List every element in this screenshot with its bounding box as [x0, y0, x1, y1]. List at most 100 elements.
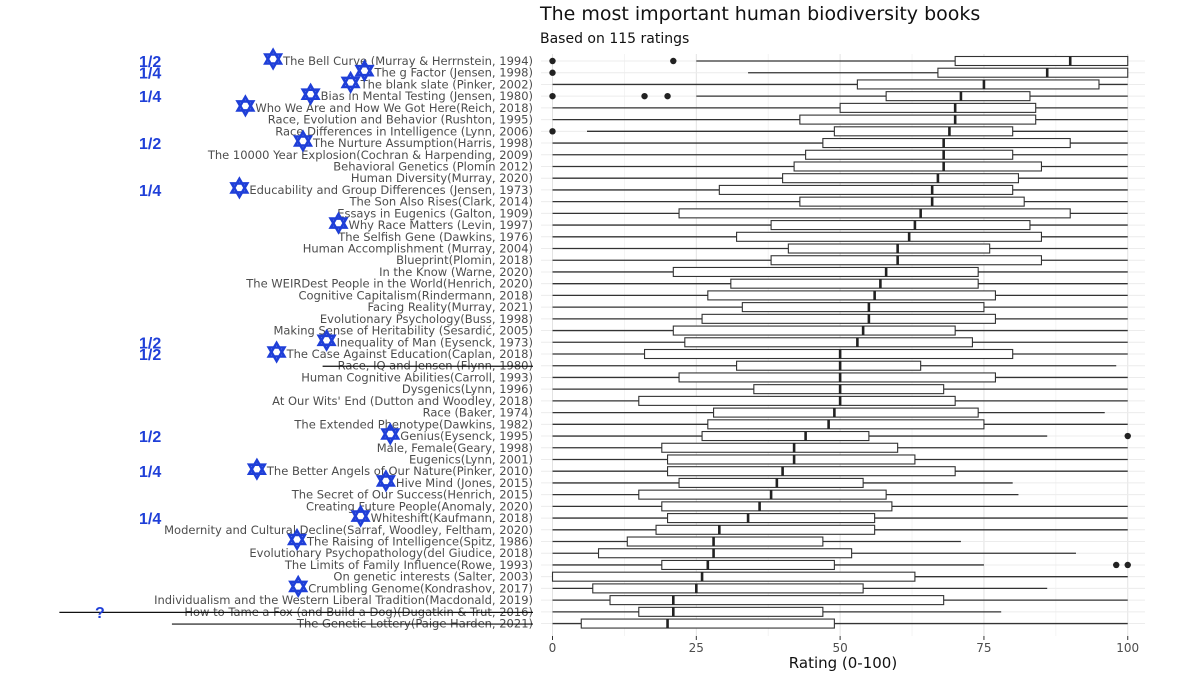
box — [661, 501, 893, 512]
box — [678, 477, 864, 488]
fraction-mark: 1/2 — [139, 54, 161, 71]
box — [655, 524, 876, 535]
category-label: Why Race Matters (Levin, 1997) — [348, 218, 533, 232]
box — [753, 384, 945, 395]
box — [597, 548, 853, 559]
box — [661, 442, 899, 453]
category-label: The g Factor (Jensen, 1998) — [373, 66, 533, 80]
box — [678, 208, 1071, 219]
fraction-mark: ? — [95, 605, 105, 622]
category-label: The Nurture Assumption(Harris, 1998) — [312, 136, 533, 150]
box — [667, 513, 876, 524]
box — [701, 313, 996, 324]
category-label: The Limits of Family Influence(Rowe, 199… — [284, 558, 533, 572]
box — [770, 220, 1031, 231]
outlier-point — [664, 92, 671, 100]
fraction-mark: 1/2 — [139, 429, 161, 446]
category-label: Individualism and the Western Liberal Tr… — [154, 593, 533, 607]
category-label: Essays in Eugenics (Galton, 1909) — [337, 206, 533, 220]
category-label: Evolutionary Psychology(Buss, 1998) — [320, 312, 533, 326]
star-of-david-icon — [300, 82, 321, 106]
box — [638, 489, 887, 500]
x-tick-label: 0 — [549, 641, 557, 655]
box — [626, 536, 824, 547]
category-label: Cognitive Capitalism(Rindermann, 2018) — [298, 288, 533, 302]
category-label: Human Diversity(Murray, 2020) — [351, 171, 533, 185]
category-label: The Case Against Education(Caplan, 2018) — [286, 347, 533, 361]
category-label: Inequality of Man (Eysenck, 1973) — [337, 335, 533, 349]
box — [672, 325, 956, 336]
fraction-mark: 1/4 — [139, 66, 161, 83]
category-label: Crumbling Genome(Kondrashov, 2017) — [308, 581, 533, 595]
category-label: The Selfish Gene (Dawkins, 1976) — [337, 230, 533, 244]
box — [741, 302, 985, 313]
box — [885, 91, 1031, 102]
category-label: At Our Wits' End (Dutton and Woodley, 20… — [272, 394, 533, 408]
category-label: Whiteshift(Kaufmann, 2018) — [371, 511, 533, 525]
outlier-point — [670, 57, 677, 65]
star-of-david-icon — [235, 94, 256, 118]
category-label: The Extended Phenotype(Dawkins, 1982) — [293, 417, 533, 431]
category-label: Who We Are and How We Got Here(Reich, 20… — [255, 101, 533, 115]
chart-title: The most important human biodiversity bo… — [539, 3, 980, 25]
category-label: Hive Mind (Jones, 2015) — [396, 476, 533, 490]
category-label: In the Know (Warne, 2020) — [379, 265, 533, 279]
box — [736, 231, 1043, 242]
category-label: The Secret of Our Success(Henrich, 2015) — [291, 488, 533, 502]
box — [667, 466, 956, 477]
star-of-david-icon — [246, 457, 267, 481]
x-axis-label: Rating (0-100) — [789, 654, 897, 672]
star-of-david-icon — [292, 129, 314, 153]
category-label: Bias in Mental Testing (Jensen, 1980) — [321, 89, 533, 103]
category-label: Race, Evolution and Behavior (Rushton, 1… — [268, 113, 533, 127]
box — [799, 114, 1037, 125]
box — [718, 184, 1014, 195]
x-tick-label: 25 — [689, 641, 704, 655]
category-label: Making Sense of Heritability (Sesardić, … — [273, 324, 533, 338]
box — [782, 173, 1019, 184]
star-of-david-icon — [375, 469, 396, 493]
star-of-david-icon — [263, 47, 284, 71]
category-label: Evolutionary Psychopathology(del Giudice… — [249, 546, 533, 560]
box — [678, 372, 996, 383]
x-axis: 0 25 50 75 100 — [549, 636, 1139, 655]
box — [672, 266, 979, 278]
box — [793, 161, 1043, 172]
outlier-point — [549, 57, 556, 65]
category-label: Dysgenics(Lynn, 1996) — [402, 382, 533, 396]
fraction-mark: 1/4 — [139, 89, 161, 106]
box — [730, 278, 979, 289]
category-label: Behavioral Genetics (Plomin 2012) — [333, 159, 533, 173]
box-layer — [549, 55, 1131, 629]
box — [661, 559, 835, 571]
category-label: Modernity and Cultural Decline(Sarraf, W… — [164, 523, 533, 537]
box — [799, 196, 1025, 207]
star-of-david-icon — [288, 574, 309, 598]
category-labels: The Bell Curve (Murray & Herrnstein, 199… — [154, 54, 533, 631]
category-label: Educability and Group Differences (Jense… — [249, 183, 533, 197]
star-of-david-icon — [340, 70, 361, 94]
outlier-point — [641, 92, 648, 100]
star-of-david-icon — [316, 328, 337, 352]
star-of-david-icon — [380, 422, 401, 446]
outlier-point — [1113, 561, 1120, 569]
fraction-mark: 1/2 — [139, 335, 161, 352]
category-label: The 10000 Year Explosion(Cochran & Harpe… — [207, 148, 533, 162]
category-label: Facing Reality(Murray, 2021) — [367, 300, 533, 314]
outlier-point — [549, 69, 556, 76]
outlier-point — [549, 128, 556, 135]
box — [805, 149, 1014, 160]
box — [638, 395, 956, 406]
category-label: The Better Angels of Our Nature(Pinker, … — [266, 464, 533, 478]
category-label: Race Differences in Intelligence (Lynn, … — [275, 124, 533, 138]
x-tick-label: 75 — [976, 641, 991, 655]
star-of-david-icon — [266, 340, 287, 364]
box — [638, 606, 824, 617]
box — [856, 79, 1100, 90]
fraction-mark: 1/4 — [139, 511, 161, 528]
outlier-point — [1124, 561, 1131, 569]
fraction-mark: 1/4 — [139, 464, 161, 481]
star-of-david-icon — [354, 59, 375, 83]
box — [787, 243, 991, 254]
